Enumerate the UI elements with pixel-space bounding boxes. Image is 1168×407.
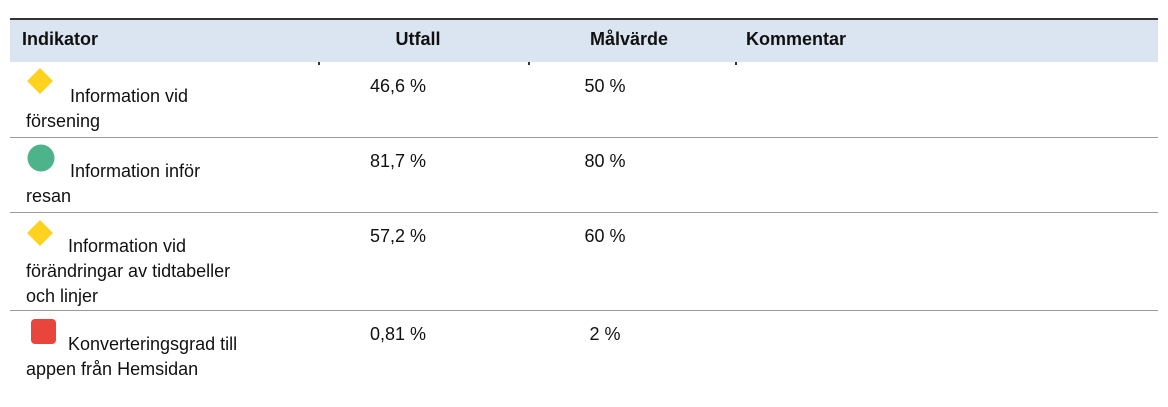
column-header: Indikator [22,29,99,49]
indicator-label: och linjer [26,286,99,306]
column-header: Utfall [395,29,441,49]
row-separator [10,137,1158,138]
malvarde-value: 2 % [589,324,621,344]
column-header: Målvärde [589,29,669,49]
indicator-label: resan [26,186,72,206]
row-separator [10,212,1158,213]
status-diamond [27,68,53,94]
indicator-label: förändringar av tidtabeller [26,261,231,281]
indicator-label: Konverteringsgrad till [68,334,238,354]
utfall-value: 0,81 % [369,324,427,344]
column-tick [318,62,320,65]
column-tick [528,62,530,65]
status-square [31,319,56,344]
malvarde-value: 80 % [584,151,626,171]
header-row [10,18,1158,62]
status-diamond [27,220,53,246]
column-header: Kommentar [746,29,847,49]
utfall-value: 57,2 % [369,226,427,246]
indicator-label: Information inför [70,161,201,181]
utfall-value: 81,7 % [369,151,427,171]
indicator-label: försening [26,111,101,131]
row-separator [10,310,1158,311]
utfall-value: 46,6 % [369,76,427,96]
malvarde-value: 60 % [584,226,626,246]
malvarde-value: 50 % [584,76,626,96]
indicator-label: Information vid [68,236,187,256]
indicator-label: Information vid [70,86,189,106]
column-tick [735,62,737,65]
status-circle [27,144,55,172]
indicator-label: appen från Hemsidan [26,359,199,379]
